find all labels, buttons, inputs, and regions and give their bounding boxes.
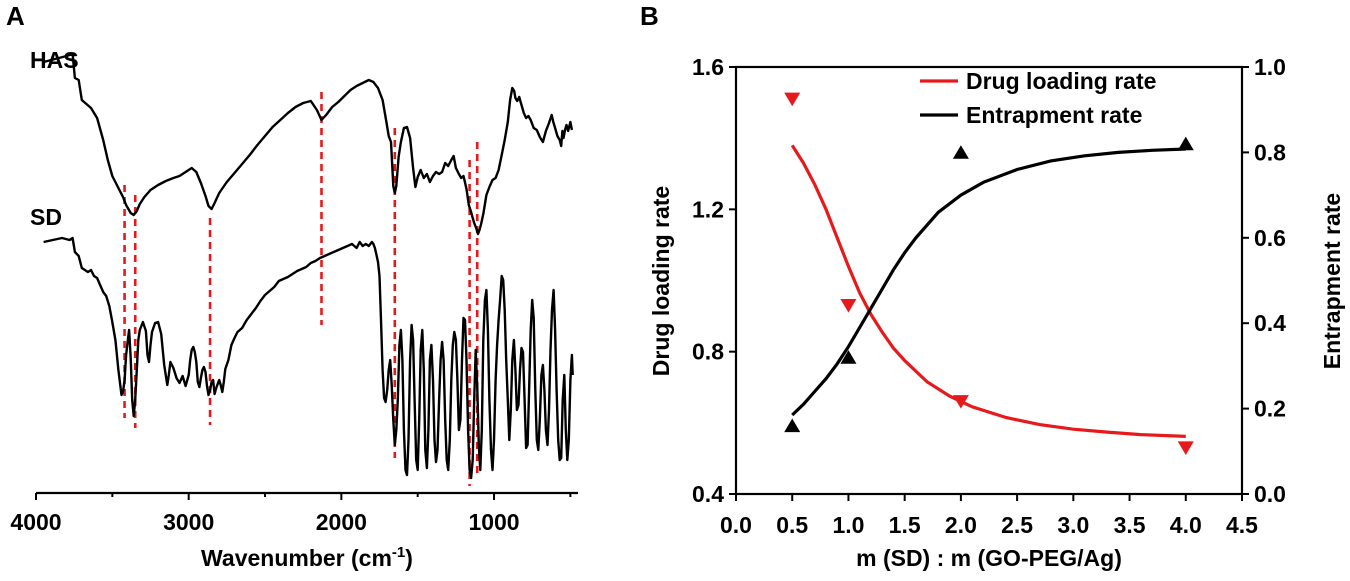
b-x-tick-label: 1.0 <box>832 512 864 538</box>
b-plot-frame <box>734 65 1244 496</box>
b-y-left-axis-title: Drug loading rate <box>648 186 674 376</box>
b-x-axis-title: m (SD) : m (GO-PEG/Ag) <box>856 545 1122 571</box>
b-x-tick-label: 1.5 <box>889 512 921 538</box>
legend-label-entrapment: Entrapment rate <box>966 102 1142 128</box>
b-fit-curve-drug-loading <box>790 144 1186 438</box>
b-point-entrapment <box>840 350 857 364</box>
a-x-tick-label: 4000 <box>10 509 61 535</box>
b-y-left-ticks: 0.4 0.8 1.2 1.6 <box>692 54 736 507</box>
a-x-tick-label: 3000 <box>163 509 214 535</box>
b-y-right-tick-label: 0.4 <box>1254 310 1286 336</box>
b-y-right-tick-label: 0.8 <box>1254 139 1286 165</box>
b-x-tick-label: 0.0 <box>720 512 752 538</box>
b-y-right-tick-label: 1.0 <box>1254 54 1286 80</box>
b-point-drug-loading <box>840 299 857 313</box>
b-y-right-tick-label: 0.2 <box>1254 396 1286 422</box>
panel-b: B 0.0 0.5 1.0 1.5 2.0 2.5 3.0 3.5 4.0 4.5 0.4 0.8 1… <box>640 1 1345 571</box>
trace-label-sd: SD <box>30 204 62 230</box>
b-x-tick-label: 2.5 <box>1001 512 1033 538</box>
a-series-group <box>43 52 574 480</box>
b-y-right-tick-label: 0.6 <box>1254 225 1286 251</box>
a-x-title-main: Wavenumber (cm <box>201 545 392 571</box>
spectrum-line-sd <box>43 236 574 480</box>
b-y-right-axis-title: Entrapment rate <box>1319 193 1345 369</box>
b-x-tick-label: 0.5 <box>776 512 808 538</box>
panel-label-a: A <box>6 1 25 31</box>
trace-label-has: HAS <box>30 47 79 73</box>
b-point-entrapment <box>1177 136 1194 151</box>
b-y-right-ticks: 0.0 0.2 0.4 0.6 0.8 1.0 <box>1242 54 1286 507</box>
a-x-axis-title: Wavenumber (cm-1) <box>201 544 413 571</box>
b-y-left-tick-label: 1.6 <box>692 54 724 80</box>
b-legend: Drug loading rate Entrapment rate <box>920 68 1156 128</box>
b-point-entrapment <box>952 145 969 159</box>
legend-label-drug-loading: Drug loading rate <box>966 68 1156 94</box>
b-data-points <box>784 92 1194 455</box>
a-x-title-sup: -1 <box>392 544 405 561</box>
b-x-tick-label: 4.0 <box>1170 512 1202 538</box>
b-fit-curve-entrapment <box>791 147 1186 417</box>
panel-label-b: B <box>640 1 659 31</box>
a-x-title-close: ) <box>405 545 413 571</box>
spectrum-line-has <box>43 52 574 236</box>
b-point-entrapment <box>784 418 801 433</box>
b-y-left-tick-label: 1.2 <box>692 196 724 222</box>
b-x-tick-label: 3.0 <box>1057 512 1089 538</box>
b-fit-curves <box>790 144 1186 438</box>
b-x-tick-label: 4.5 <box>1226 512 1258 538</box>
a-x-ticks: 4000 3000 2000 1000 <box>10 493 572 535</box>
b-x-tick-label: 2.0 <box>945 512 977 538</box>
b-point-drug-loading <box>1177 441 1194 455</box>
b-y-left-tick-label: 0.8 <box>692 339 724 365</box>
b-x-tick-label: 3.5 <box>1114 512 1146 538</box>
b-x-ticks: 0.0 0.5 1.0 1.5 2.0 2.5 3.0 3.5 4.0 4.5 <box>720 494 1258 538</box>
b-point-drug-loading <box>952 395 969 409</box>
a-x-tick-label: 1000 <box>468 509 519 535</box>
panel-a: A HAS SD 4000 3000 2000 1000 Wavenumber (cm… <box>6 1 578 571</box>
b-y-right-tick-label: 0.0 <box>1254 481 1286 507</box>
b-point-drug-loading <box>784 92 801 107</box>
b-y-left-tick-label: 0.4 <box>692 481 724 507</box>
a-x-tick-label: 2000 <box>316 509 367 535</box>
